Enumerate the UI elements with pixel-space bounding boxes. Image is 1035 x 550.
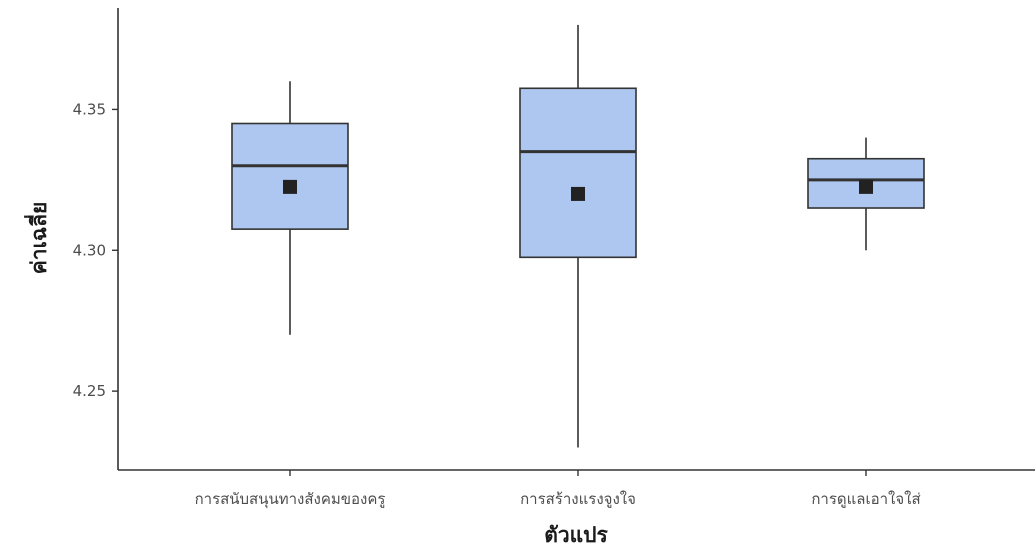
mean-marker	[859, 179, 873, 194]
y-axis-title: ค่าเฉลี่ย	[23, 202, 51, 275]
iqr-box	[231, 122, 349, 230]
y-tick-label: 4.30	[73, 241, 106, 259]
x-tick-label: การสร้างแรงจูงใจ	[520, 490, 636, 508]
iqr-box	[519, 87, 637, 259]
y-tick-label: 4.25	[73, 382, 106, 400]
x-tick-label: การดูแลเอาใจใส่	[811, 490, 920, 508]
box-group	[519, 24, 637, 448]
mean-marker	[283, 179, 297, 194]
x-axis-ticks: การสนับสนุนทางสังคมของครู การสร้างแรงจูงใ…	[195, 470, 921, 509]
box-group	[231, 81, 349, 335]
x-tick-label: การสนับสนุนทางสังคมของครู	[195, 490, 386, 509]
box-group	[807, 137, 925, 251]
y-axis-ticks: 4.25 4.30 4.35	[73, 100, 118, 400]
y-tick-label: 4.35	[73, 100, 106, 118]
x-axis-title: ตัวแปร	[544, 523, 608, 547]
mean-marker	[571, 186, 585, 201]
plot-area	[231, 24, 925, 448]
